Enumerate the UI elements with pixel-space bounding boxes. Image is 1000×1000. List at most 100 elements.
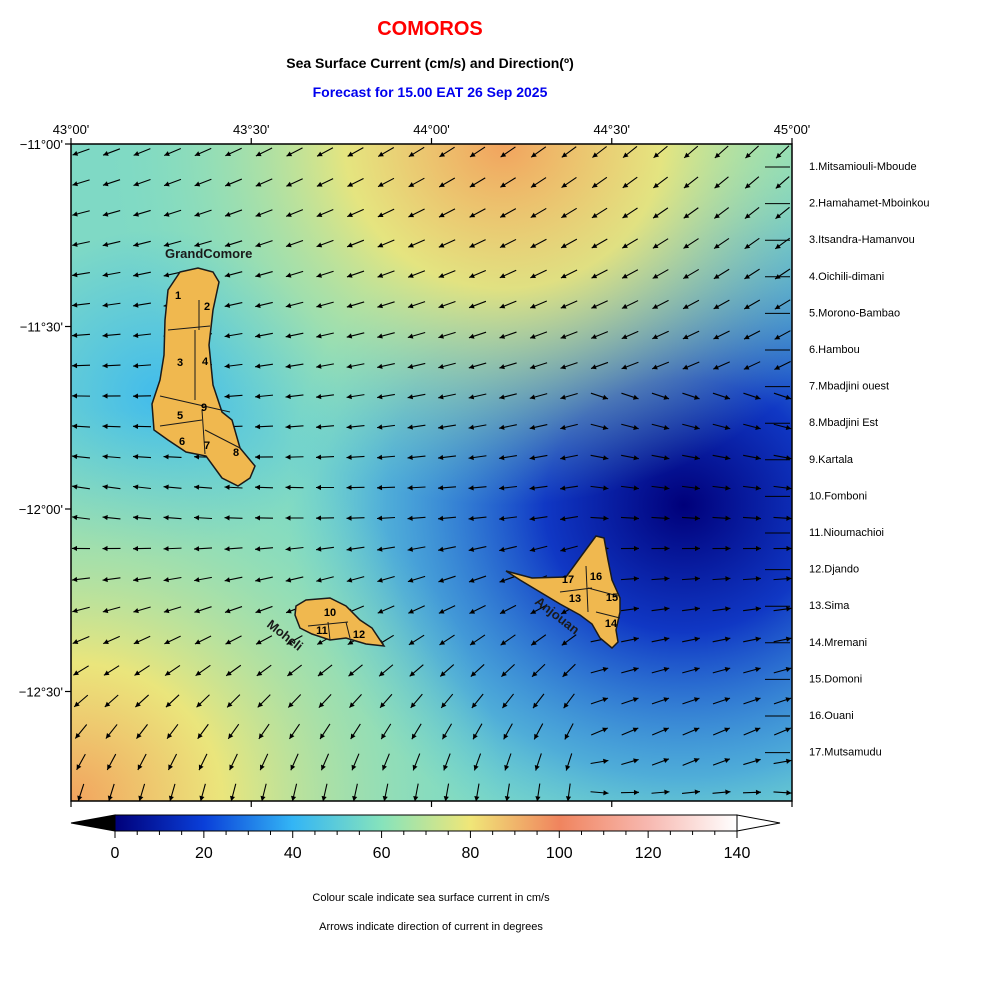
current-arrow	[377, 177, 395, 188]
current-arrow	[102, 393, 121, 399]
current-arrow	[682, 454, 700, 461]
current-arrow	[744, 207, 760, 219]
current-arrow	[407, 270, 426, 278]
current-arrow	[77, 783, 85, 801]
current-arrow	[651, 576, 670, 582]
current-arrow	[285, 515, 304, 521]
arrow-direction-note: Arrows indicate direction of current in …	[319, 921, 543, 933]
current-arrow	[468, 515, 487, 522]
current-arrow	[563, 693, 575, 709]
colorbar-label: 100	[546, 845, 573, 862]
current-arrow	[469, 208, 486, 218]
current-arrow	[132, 546, 152, 552]
district-number: 8	[233, 447, 239, 459]
current-arrow	[224, 302, 243, 308]
current-arrow	[468, 546, 487, 552]
colorbar: 0 20 40 60 80 100 120 140	[70, 814, 781, 862]
current-arrow	[71, 332, 91, 338]
current-arrow	[408, 146, 425, 158]
current-arrow	[163, 546, 182, 552]
current-arrow	[744, 268, 760, 280]
current-arrow	[743, 727, 761, 736]
current-arrow	[468, 331, 487, 339]
current-arrow	[102, 240, 121, 247]
current-arrow	[255, 635, 273, 645]
current-arrow	[682, 485, 700, 491]
current-arrow	[316, 363, 334, 369]
current-arrow	[255, 240, 273, 248]
current-arrow	[377, 146, 395, 158]
current-arrow	[469, 269, 486, 279]
current-arrow	[743, 454, 761, 461]
current-arrow	[225, 635, 242, 645]
current-arrow	[347, 147, 364, 157]
current-arrow	[683, 145, 699, 159]
colorbar-label: 40	[284, 845, 302, 862]
current-arrow	[590, 727, 609, 736]
current-arrow	[346, 394, 365, 400]
legend-entry: 11.Nioumachioi	[809, 527, 884, 539]
current-arrow	[560, 269, 578, 279]
current-arrow	[72, 148, 90, 156]
current-arrow	[194, 635, 212, 645]
current-arrow	[225, 664, 242, 677]
current-arrow	[742, 789, 762, 795]
current-arrow	[255, 605, 273, 614]
current-arrow	[742, 545, 762, 552]
current-arrow	[408, 239, 425, 248]
current-arrow	[167, 753, 178, 771]
current-arrow	[683, 207, 699, 219]
current-arrow	[621, 485, 639, 491]
current-arrow	[107, 783, 115, 801]
current-arrow	[317, 664, 333, 677]
current-arrow	[437, 454, 457, 461]
current-arrow	[620, 515, 640, 521]
colorbar-high-triangle	[736, 814, 781, 832]
current-arrow	[377, 575, 395, 583]
current-arrow	[712, 515, 731, 521]
current-arrow	[529, 545, 548, 553]
current-arrow	[224, 363, 243, 369]
current-arrow	[712, 636, 731, 643]
colorbar-label: 80	[462, 845, 480, 862]
current-arrow	[743, 330, 761, 340]
current-arrow	[682, 697, 700, 705]
current-arrow	[712, 423, 731, 431]
district-number: 15	[606, 592, 618, 604]
legend-entry: 13.Sima	[809, 600, 850, 612]
current-arrow	[714, 145, 729, 159]
current-arrow	[440, 693, 454, 709]
current-arrow	[227, 723, 240, 740]
lat-label: −11°00'	[20, 137, 63, 152]
current-arrow	[103, 665, 120, 676]
current-arrow	[712, 485, 731, 491]
current-arrow	[377, 363, 395, 369]
district-number: 11	[316, 625, 328, 637]
current-arrow	[350, 723, 361, 740]
legend-entry: 17.Mutsamudu	[809, 747, 882, 759]
current-arrow	[407, 515, 426, 521]
current-arrow	[652, 330, 669, 340]
current-arrow	[254, 454, 274, 460]
current-arrow	[437, 485, 457, 491]
current-arrow	[72, 179, 90, 187]
current-arrow	[591, 238, 608, 249]
current-arrow	[285, 209, 304, 217]
current-arrow	[653, 145, 668, 159]
lon-label: 44°30'	[593, 122, 630, 137]
current-arrow	[163, 484, 182, 490]
current-arrow	[651, 423, 670, 431]
current-arrow	[468, 362, 487, 370]
current-arrow	[72, 606, 90, 614]
current-arrow	[590, 515, 609, 521]
current-arrow	[682, 299, 700, 310]
current-arrow	[377, 332, 395, 339]
current-arrow	[195, 664, 211, 677]
current-arrow	[530, 146, 547, 158]
current-arrow	[133, 271, 151, 278]
current-arrow	[224, 606, 243, 614]
current-arrow	[530, 634, 547, 646]
current-arrow	[622, 176, 638, 189]
current-arrow	[499, 545, 517, 552]
current-arrow	[408, 605, 425, 614]
